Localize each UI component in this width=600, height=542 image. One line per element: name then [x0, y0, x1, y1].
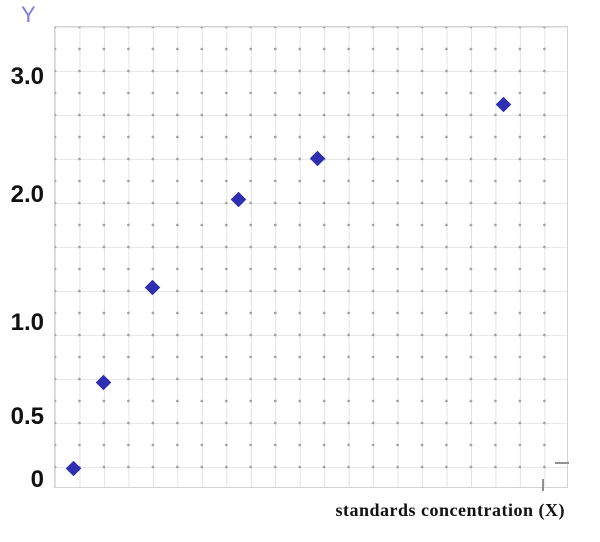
y-tick-label: 0.5 — [10, 403, 44, 430]
y-tick-label: 2.0 — [10, 181, 44, 208]
plot-area — [54, 26, 568, 488]
y-axis-title: Y — [21, 2, 37, 27]
y-tick-label: 1.0 — [10, 309, 44, 336]
x-axis-title: standards concentration (X) — [335, 500, 565, 520]
axis-corner-mark-horizontal — [555, 462, 569, 464]
axis-corner-mark-vertical — [542, 479, 544, 491]
y-tick-label: 0 — [30, 466, 44, 493]
y-tick-label: 3.0 — [10, 63, 44, 90]
